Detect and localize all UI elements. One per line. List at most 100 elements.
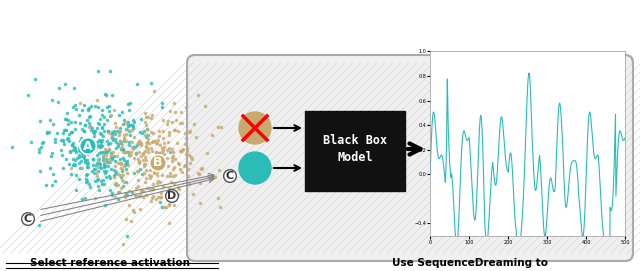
Point	[97, 108, 108, 113]
Point	[71, 173, 81, 178]
Point	[116, 175, 126, 179]
Point	[70, 188, 81, 192]
Point	[140, 176, 150, 180]
Point	[127, 145, 138, 150]
Point	[136, 141, 146, 146]
Point	[52, 130, 62, 135]
Point	[66, 130, 76, 134]
Point	[68, 140, 78, 145]
Point	[114, 113, 124, 117]
Point	[114, 133, 124, 137]
Point	[175, 149, 185, 153]
Point	[76, 159, 86, 163]
Point	[140, 162, 150, 166]
Point	[143, 137, 153, 141]
Point	[122, 102, 132, 107]
Point	[184, 130, 195, 134]
Point	[148, 131, 159, 136]
Point	[127, 122, 137, 127]
Point	[202, 151, 212, 155]
Point	[89, 171, 99, 175]
Point	[101, 93, 111, 98]
Point	[156, 165, 166, 169]
Point	[75, 149, 85, 153]
Point	[122, 171, 132, 175]
Point	[151, 197, 161, 201]
Point	[141, 193, 151, 198]
Point	[80, 160, 90, 164]
Point	[123, 124, 133, 128]
Point	[123, 163, 133, 167]
Point	[180, 162, 190, 167]
Text: Select reference activation
for searched region: Select reference activation for searched…	[30, 258, 190, 271]
Point	[42, 130, 52, 134]
Point	[100, 202, 110, 207]
Point	[123, 150, 133, 154]
Point	[161, 174, 172, 178]
Point	[129, 210, 139, 214]
Point	[77, 166, 87, 170]
Point	[97, 125, 108, 130]
Point	[90, 104, 100, 108]
Point	[154, 129, 164, 133]
Point	[108, 107, 118, 112]
Point	[152, 141, 162, 145]
Point	[193, 172, 204, 176]
Point	[152, 170, 162, 174]
Point	[110, 195, 120, 199]
Point	[80, 123, 90, 127]
Point	[116, 140, 126, 145]
Point	[186, 154, 196, 159]
Point	[107, 157, 117, 161]
Point	[68, 105, 78, 109]
Point	[184, 129, 195, 134]
Point	[118, 158, 129, 162]
Point	[112, 129, 122, 133]
Point	[121, 217, 131, 221]
Point	[106, 153, 116, 157]
Point	[102, 105, 112, 109]
Point	[118, 122, 128, 126]
Point	[108, 154, 118, 158]
Point	[92, 140, 102, 144]
Point	[58, 130, 68, 135]
Point	[93, 161, 104, 166]
Point	[139, 129, 149, 133]
Point	[115, 157, 125, 162]
Point	[88, 129, 99, 134]
Point	[77, 144, 88, 149]
Point	[74, 148, 84, 153]
Point	[83, 171, 93, 176]
Point	[26, 140, 36, 144]
Point	[77, 108, 87, 112]
Point	[111, 124, 121, 129]
Point	[136, 143, 147, 147]
Text: C: C	[24, 214, 32, 224]
Point	[61, 128, 71, 132]
Point	[139, 164, 149, 168]
Point	[145, 156, 156, 160]
Point	[104, 157, 115, 161]
Point	[93, 143, 103, 147]
Point	[96, 179, 106, 183]
Point	[70, 107, 81, 112]
Point	[91, 163, 101, 167]
Point	[63, 136, 74, 140]
Point	[122, 131, 132, 136]
Point	[65, 149, 76, 154]
Point	[98, 158, 108, 162]
Point	[95, 138, 105, 143]
Point	[77, 196, 87, 201]
Point	[116, 143, 127, 147]
Point	[119, 118, 129, 122]
Point	[146, 162, 156, 167]
Point	[36, 145, 46, 150]
Circle shape	[239, 112, 271, 144]
Point	[137, 130, 147, 135]
Point	[152, 180, 162, 185]
Point	[180, 131, 190, 135]
Point	[68, 148, 78, 152]
Point	[109, 121, 120, 125]
Point	[167, 159, 177, 163]
Point	[181, 163, 191, 167]
